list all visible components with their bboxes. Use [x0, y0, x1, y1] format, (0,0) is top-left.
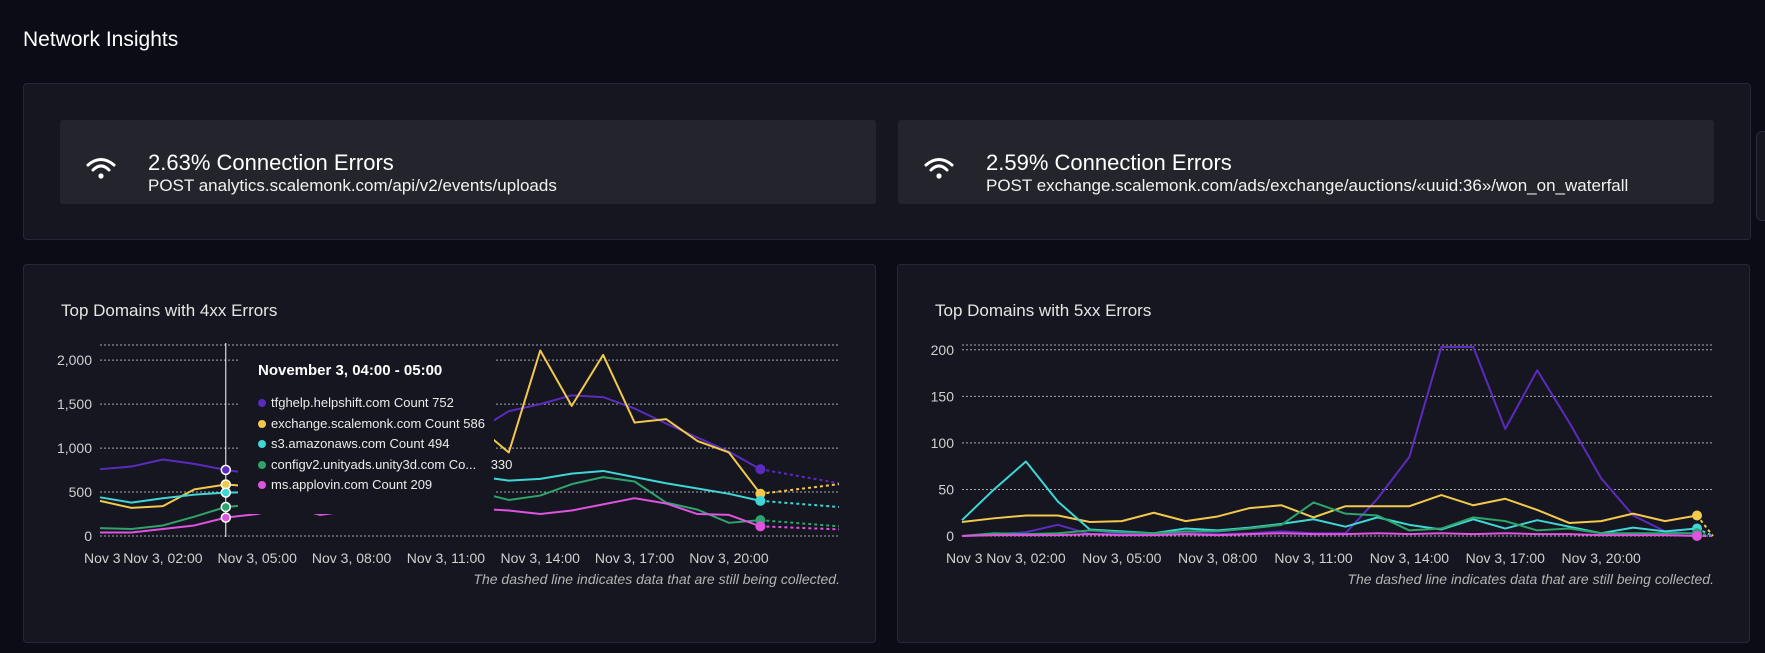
- x-tick-label: Nov 3, 02:00: [123, 550, 203, 566]
- series-projection-line: [760, 483, 840, 495]
- collecting-note: The dashed line indicates data that are …: [473, 571, 840, 587]
- legend-dot-icon: [258, 419, 266, 428]
- chart-title: Top Domains with 5xx Errors: [935, 301, 1152, 320]
- tooltip-marker: [220, 501, 232, 513]
- chart-panel-4xx: Top Domains with 4xx Errors 0 500 1,000 1,5…: [23, 264, 876, 643]
- tooltip-marker: [220, 512, 232, 523]
- tooltip-marker: [220, 487, 232, 498]
- y-tick-label: 500: [69, 484, 93, 500]
- series-projection-line: [1696, 514, 1714, 537]
- series-end-point: [755, 495, 766, 506]
- series-projection-line: [760, 499, 840, 508]
- series-projection-line: [760, 525, 840, 531]
- tooltip-row: exchange.scalemonk.com Count 586: [258, 416, 485, 431]
- tooltip-label: configv2.unityads.unity3d.com Co...: [271, 457, 477, 472]
- series-end-point: [1692, 510, 1703, 521]
- x-tick-label: Nov 3, 20:00: [1561, 550, 1641, 566]
- connection-error-card[interactable]: 2.63% Connection Errors POST analytics.s…: [60, 120, 876, 204]
- legend-dot-icon: [258, 439, 266, 448]
- series-end-point: [755, 521, 766, 532]
- x-tick-label: Nov 3: [946, 550, 983, 566]
- y-tick-label: 0: [84, 528, 92, 544]
- tooltip-value: 752: [432, 395, 454, 410]
- y-tick-label: 200: [931, 342, 955, 358]
- tooltip-value: 209: [410, 477, 433, 492]
- x-tick-label: Nov 3, 17:00: [595, 550, 675, 566]
- y-tick-label: 150: [931, 388, 955, 404]
- collecting-note: The dashed line indicates data that are …: [1347, 571, 1714, 587]
- tooltip-row: configv2.unityads.unity3d.com Co... 330: [258, 457, 512, 472]
- legend-dot-icon: [258, 398, 266, 407]
- series-line: [961, 494, 1698, 524]
- series-line: [961, 460, 1698, 535]
- tooltip-label: ms.applovin.com Count: [271, 477, 407, 492]
- legend-dot-icon: [258, 480, 266, 489]
- y-tick-label: 50: [938, 481, 954, 497]
- connection-error-rate: 2.59% Connection Errors: [986, 150, 1232, 175]
- chart-panel-5xx: Top Domains with 5xx Errors 0 50 100 150 200…: [897, 264, 1750, 643]
- chart-tooltip: November 3, 04:00 - 05:00 tfghelp.helpsh…: [238, 346, 512, 514]
- tooltip-row: s3.amazonaws.com Count 494: [258, 436, 450, 451]
- x-tick-label: Nov 3, 20:00: [689, 550, 769, 566]
- series-end-point: [755, 488, 766, 499]
- x-tick-label: Nov 3, 08:00: [312, 550, 392, 566]
- x-tick-label: Nov 3, 02:00: [986, 550, 1066, 566]
- tooltip-label: tfghelp.helpshift.com Count: [271, 395, 429, 410]
- tooltip-label: s3.amazonaws.com Count: [271, 436, 425, 451]
- series-end-point: [755, 464, 766, 475]
- connection-error-rate: 2.63% Connection Errors: [148, 150, 394, 175]
- connection-error-endpoint: POST exchange.scalemonk.com/ads/exchange…: [986, 176, 1629, 195]
- y-tick-label: 0: [946, 528, 954, 544]
- tooltip-value: 330: [490, 457, 513, 472]
- x-tick-label: Nov 3, 11:00: [407, 550, 486, 566]
- y-tick-label: 2,000: [57, 352, 92, 368]
- chart-title: Top Domains with 4xx Errors: [61, 301, 278, 320]
- next-card-peek: [1756, 131, 1765, 221]
- series-projection-line: [760, 519, 840, 528]
- series-line: [961, 532, 1698, 537]
- page-title: Network Insights: [23, 28, 179, 51]
- x-tick-label: Nov 3, 14:00: [1370, 550, 1450, 566]
- x-tick-label: Nov 3: [84, 550, 121, 566]
- x-tick-label: Nov 3, 05:00: [1082, 550, 1162, 566]
- legend-dot-icon: [258, 460, 266, 469]
- connection-error-endpoint: POST analytics.scalemonk.com/api/v2/even…: [148, 176, 557, 195]
- x-tick-label: Nov 3, 14:00: [501, 550, 581, 566]
- connection-errors-panel: 2.63% Connection Errors POST analytics.s…: [23, 83, 1751, 240]
- connection-error-card[interactable]: 2.59% Connection Errors POST exchange.sc…: [898, 120, 1714, 204]
- y-tick-label: 100: [931, 435, 955, 451]
- tooltip-value: 586: [463, 416, 485, 431]
- y-tick-label: 1,500: [57, 396, 92, 412]
- tooltip-row: ms.applovin.com Count 209: [258, 477, 432, 492]
- x-tick-label: Nov 3, 08:00: [1178, 550, 1258, 566]
- tooltip-marker: [220, 464, 232, 476]
- series-projection-line: [760, 468, 840, 485]
- wifi-icon: [924, 158, 954, 179]
- tooltip-title: November 3, 04:00 - 05:00: [258, 362, 443, 379]
- x-tick-label: Nov 3, 11:00: [1274, 550, 1353, 566]
- y-tick-label: 1,000: [57, 440, 92, 456]
- x-tick-label: Nov 3, 05:00: [218, 550, 298, 566]
- x-tick-label: Nov 3, 17:00: [1466, 550, 1546, 566]
- series-line: [961, 501, 1698, 537]
- series-end-point: [1692, 531, 1703, 541]
- tooltip-row: tfghelp.helpshift.com Count 752: [258, 395, 454, 410]
- wifi-icon: [86, 158, 116, 179]
- tooltip-value: 494: [427, 436, 450, 451]
- tooltip-label: exchange.scalemonk.com Count: [271, 416, 460, 431]
- chart-5xx[interactable]: 0 50 100 150 200 Nov 3 Nov 3, 02:00 Nov 3, 05:0…: [898, 265, 1751, 644]
